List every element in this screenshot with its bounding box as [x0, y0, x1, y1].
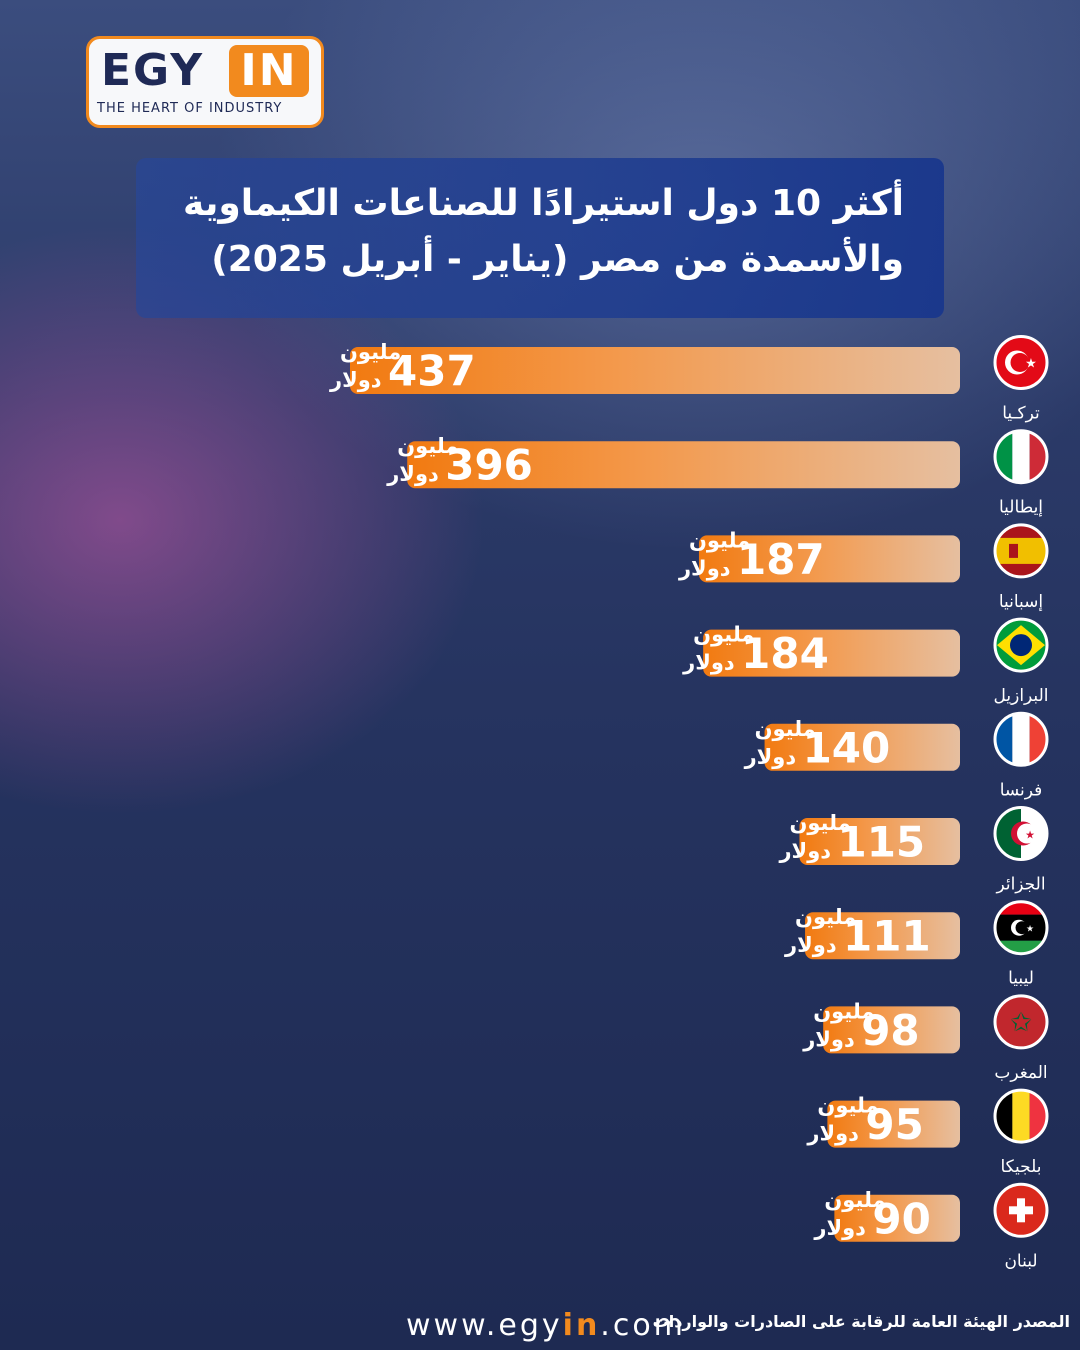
svg-text:✩: ✩: [1010, 1008, 1032, 1038]
unit-label-million: مليون: [340, 340, 401, 364]
country-label: تركـيا: [1002, 404, 1040, 424]
country-label: بلجيكا: [1000, 1157, 1041, 1177]
url-prefix: www.egy: [406, 1308, 563, 1343]
bar: [799, 818, 960, 865]
unit-label-million: مليون: [824, 1188, 885, 1212]
country-label: إسبانيا: [999, 592, 1043, 612]
flag-border: [993, 429, 1049, 485]
unit-label-million: مليون: [693, 623, 754, 647]
belgium-flag: [993, 1088, 1049, 1144]
bar-value-label: 95: [865, 1100, 923, 1149]
unit-label-million: مليون: [789, 811, 850, 835]
unit-label-million: مليون: [755, 717, 816, 741]
url-accent: in: [562, 1308, 601, 1343]
bar: [350, 347, 960, 394]
chart-title: أكثر 10 دول استيرادًا للصناعات الكيماوية…: [164, 176, 904, 288]
flag-border: [993, 617, 1049, 673]
unit-label-dollar: دولار: [744, 745, 797, 769]
country-label: فرنسا: [1000, 780, 1043, 800]
bar-value-label: 111: [843, 912, 931, 961]
bar-value-label: 437: [388, 347, 476, 396]
unit-label-dollar: دولار: [386, 462, 439, 486]
country-label: الجزائر: [995, 875, 1045, 895]
bar: [407, 441, 961, 489]
country-label: لبنان: [1004, 1251, 1037, 1271]
switzerland-flag: [993, 1182, 1049, 1238]
unit-label-dollar: دولار: [329, 368, 382, 392]
libya-flag: ★: [993, 900, 1049, 956]
svg-text:★: ★: [1026, 925, 1034, 935]
brazil-flag: [993, 617, 1049, 673]
unit-label-million: مليون: [397, 434, 458, 458]
flag-border: [993, 335, 1049, 390]
unit-label-dollar: دولار: [778, 839, 831, 863]
unit-label-dollar: دولار: [784, 933, 837, 957]
country-label: البرازيل: [994, 686, 1049, 706]
unit-label-million: مليون: [817, 1094, 878, 1118]
italy-flag: [993, 429, 1049, 485]
title-line-2: والأسمدة من مصر (يناير - أبريل 2025): [211, 239, 904, 280]
egyin-logo: EGY IN THE HEART OF INDUSTRY: [86, 36, 324, 128]
bar-value-label: 187: [737, 535, 825, 584]
logo-in-text: IN: [229, 45, 309, 97]
unit-label-dollar: دولار: [682, 651, 735, 675]
country-label: إيطاليا: [999, 498, 1043, 518]
unit-label-million: مليون: [689, 528, 750, 552]
country-label: ليبيا: [1008, 969, 1034, 989]
morocco-flag: ✩: [993, 994, 1049, 1050]
unit-label-dollar: دولار: [802, 1027, 855, 1051]
flag-border: [993, 523, 1049, 579]
bar: [805, 912, 960, 960]
flag-border: [993, 711, 1049, 767]
flag-border: [993, 806, 1049, 861]
logo-egy-text: EGY: [101, 45, 205, 96]
algeria-flag: ★: [993, 806, 1049, 861]
bar-value-label: 140: [803, 723, 891, 772]
turkey-flag: ★: [993, 335, 1049, 390]
flag-border: [993, 994, 1049, 1050]
website-url[interactable]: www.egyin.com: [406, 1308, 686, 1343]
bar-value-label: 396: [445, 441, 533, 490]
bar-value-label: 90: [872, 1194, 930, 1243]
unit-label-million: مليون: [813, 999, 874, 1023]
svg-text:★: ★: [1025, 357, 1037, 372]
svg-text:★: ★: [1025, 829, 1035, 842]
title-line-1: أكثر 10 دول استيرادًا للصناعات الكيماوية: [183, 183, 904, 224]
unit-label-dollar: دولار: [813, 1216, 866, 1240]
bar: [703, 629, 960, 677]
url-suffix: .com: [600, 1308, 686, 1343]
unit-label-million: مليون: [795, 905, 856, 929]
bar-value-label: 98: [861, 1006, 919, 1055]
flag-border: [993, 900, 1049, 956]
flag-border: [993, 1182, 1049, 1238]
bar: [698, 535, 960, 583]
country-label: المغرب: [994, 1063, 1047, 1083]
bar: [764, 723, 960, 771]
bar: [827, 1100, 960, 1148]
source-note: المصدر الهيئة العامة للرقابة على الصادرا…: [652, 1312, 1070, 1331]
title-box: أكثر 10 دول استيرادًا للصناعات الكيماوية…: [136, 158, 944, 318]
flag-border: [993, 1088, 1049, 1144]
bar-value-label: 115: [837, 818, 925, 867]
logo-tagline: THE HEART OF INDUSTRY: [97, 101, 283, 116]
bar: [834, 1194, 960, 1242]
spain-flag: [993, 523, 1049, 579]
france-flag: [993, 711, 1049, 767]
unit-label-dollar: دولار: [806, 1122, 859, 1146]
unit-label-dollar: دولار: [678, 556, 731, 580]
bar: [823, 1006, 960, 1054]
bar-value-label: 184: [741, 629, 829, 678]
